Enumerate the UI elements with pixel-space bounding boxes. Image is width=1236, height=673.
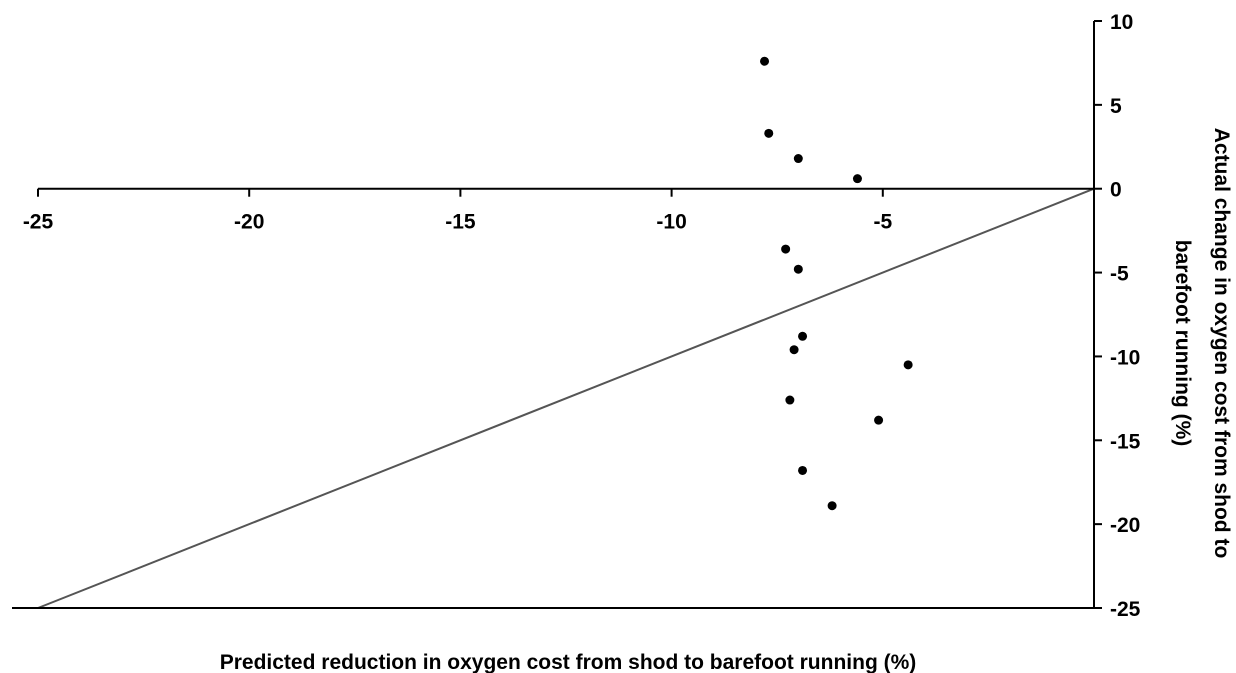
data-point: [785, 396, 794, 405]
identity-line: [38, 189, 1094, 608]
data-point: [764, 129, 773, 138]
data-point: [794, 154, 803, 163]
data-point: [790, 345, 799, 354]
x-tick-label: -20: [234, 211, 264, 234]
x-axis-title: Predicted reduction in oxygen cost from …: [220, 651, 917, 673]
data-point: [781, 245, 790, 254]
y-tick-label: 5: [1110, 95, 1122, 118]
y-tick-label: -20: [1110, 514, 1140, 537]
data-points-layer: [760, 57, 913, 510]
y-axis-title-line-1: Actual change in oxygen cost from shod t…: [1210, 128, 1233, 559]
y-tick-label: -25: [1110, 598, 1141, 621]
y-tick-label: -15: [1110, 430, 1141, 453]
data-point: [828, 501, 837, 510]
x-tick-label: -15: [445, 211, 476, 234]
data-point: [874, 416, 883, 425]
y-tick-label: 0: [1110, 179, 1122, 202]
y-tick-label: -10: [1110, 346, 1140, 369]
x-tick-label: -25: [23, 211, 54, 234]
data-point: [794, 265, 803, 274]
tick-labels-layer: -25 -20 -15 -10 -5 10 5 0 -5 -10 -15 -20 -25: [23, 11, 1141, 621]
reference-layer: [38, 189, 1094, 608]
data-point: [853, 174, 862, 183]
data-point: [760, 57, 769, 66]
y-tick-label: -5: [1110, 263, 1129, 286]
x-tick-label: -5: [873, 211, 892, 234]
data-point: [904, 360, 913, 369]
data-point: [798, 466, 807, 475]
data-point: [798, 332, 807, 341]
y-axis-title-line-2: barefoot running (%): [1171, 240, 1194, 446]
x-tick-label: -10: [656, 211, 686, 234]
axes-layer: [12, 21, 1102, 608]
y-tick-label: 10: [1110, 11, 1133, 34]
